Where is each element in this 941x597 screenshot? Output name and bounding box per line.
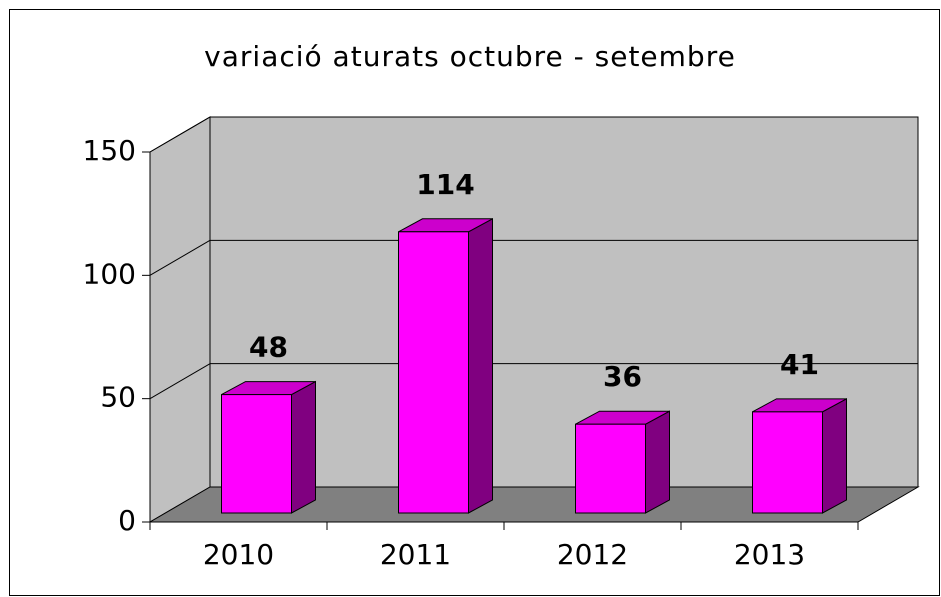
bar-side (468, 217, 493, 514)
side-wall (149, 116, 211, 523)
grid-line (149, 116, 211, 153)
x-tick-label: 2011 (380, 538, 451, 571)
y-tick-label: 50 (100, 381, 136, 414)
bar (221, 394, 292, 514)
chart-title: variació aturats octubre - setembre (204, 40, 736, 73)
x-tick-label: 2013 (734, 538, 805, 571)
bar (575, 423, 646, 514)
grid-line (149, 363, 211, 400)
bar (752, 411, 823, 514)
bar-side (291, 380, 316, 514)
y-tick-label: 0 (118, 504, 136, 537)
bar-side (822, 398, 847, 514)
value-label: 36 (603, 360, 642, 393)
y-tick-label: 150 (83, 134, 136, 167)
x-tick-label: 2010 (203, 538, 274, 571)
value-label: 114 (416, 168, 474, 201)
bar-side (645, 410, 670, 514)
value-label: 41 (780, 348, 819, 381)
y-tick-label: 100 (83, 257, 136, 290)
grid-line (149, 239, 211, 276)
bar (398, 231, 469, 514)
x-tick-label: 2012 (557, 538, 628, 571)
value-label: 48 (249, 331, 288, 364)
